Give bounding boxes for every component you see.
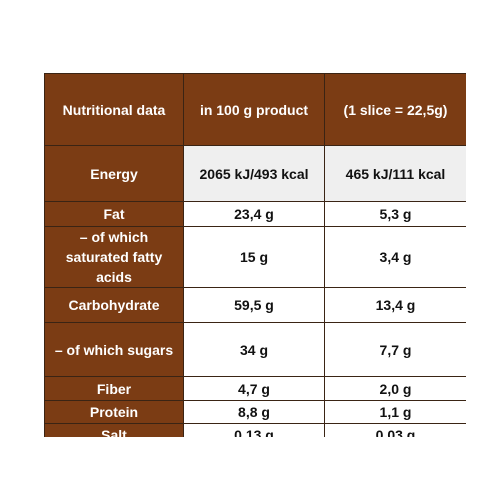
row-value: 5,3 g xyxy=(324,201,466,227)
row-label: Energy xyxy=(44,145,184,202)
row-value: 34 g xyxy=(183,322,325,377)
header-cell: in 100 g product xyxy=(183,73,325,146)
row-label: Fat xyxy=(44,201,184,227)
table-row: Protein 8,8 g 1,1 g xyxy=(44,400,466,424)
row-label: – of which saturated fatty acids xyxy=(44,226,184,288)
table-row: Carbohydrate 59,5 g 13,4 g xyxy=(44,287,466,323)
row-value: 15 g xyxy=(183,226,325,288)
row-value: 2065 kJ/493 kcal xyxy=(183,145,325,202)
row-value: 23,4 g xyxy=(183,201,325,227)
table-row: Fiber 4,7 g 2,0 g xyxy=(44,376,466,401)
row-value: 3,4 g xyxy=(324,226,466,288)
table-row: Fat 23,4 g 5,3 g xyxy=(44,201,466,227)
nutrition-table: Nutritional data in 100 g product (1 slice… xyxy=(44,73,466,437)
row-value: 465 kJ/111 kcal xyxy=(324,145,466,202)
row-label: – of which sugars xyxy=(44,322,184,377)
header-cell: Nutritional data xyxy=(44,73,184,146)
table-row: – of which saturated fatty acids 15 g 3,4 … xyxy=(44,226,466,288)
row-value: 8,8 g xyxy=(183,400,325,424)
row-value: 7,7 g xyxy=(324,322,466,377)
row-value: 1,1 g xyxy=(324,400,466,424)
nutrition-table-container: Nutritional data in 100 g product (1 slice… xyxy=(44,73,466,437)
row-value: 59,5 g xyxy=(183,287,325,323)
row-value: 0,13 g xyxy=(183,423,325,437)
table-row: Energy 2065 kJ/493 kcal 465 kJ/111 kcal xyxy=(44,145,466,202)
row-label: Fiber xyxy=(44,376,184,401)
row-value: 13,4 g xyxy=(324,287,466,323)
row-label: Protein xyxy=(44,400,184,424)
row-label: Salt xyxy=(44,423,184,437)
header-row: Nutritional data in 100 g product (1 slice… xyxy=(44,73,466,146)
table-row: – of which sugars 34 g 7,7 g xyxy=(44,322,466,377)
table-row: Salt 0,13 g 0,03 g xyxy=(44,423,466,437)
row-value: 4,7 g xyxy=(183,376,325,401)
row-value: 0,03 g xyxy=(324,423,466,437)
row-value: 2,0 g xyxy=(324,376,466,401)
row-label: Carbohydrate xyxy=(44,287,184,323)
header-cell: (1 slice = 22,5g) xyxy=(324,73,466,146)
